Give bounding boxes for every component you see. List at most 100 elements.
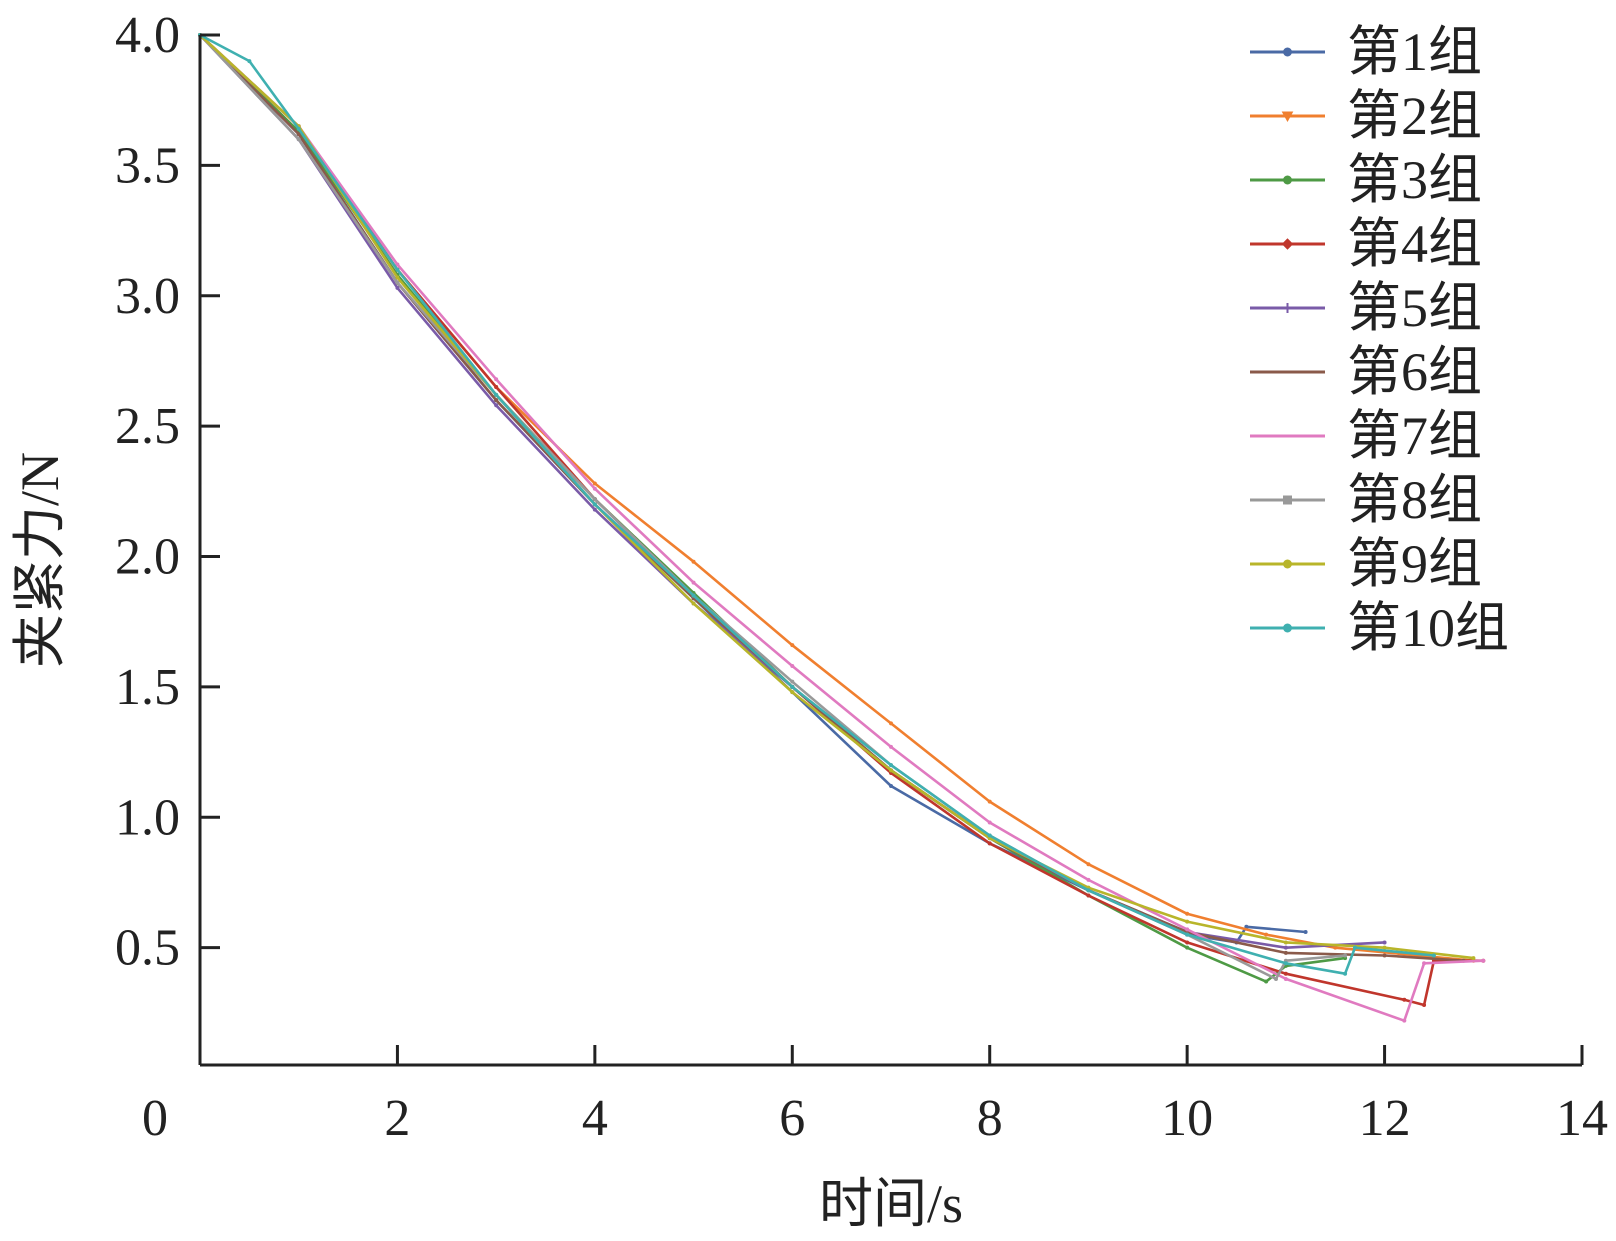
data-point (1422, 961, 1427, 966)
data-point (1283, 950, 1288, 955)
data-point (494, 377, 499, 382)
y-tick-label: 3.5 (115, 137, 180, 194)
legend-label: 第5组 (1347, 278, 1482, 338)
series-line (199, 34, 1484, 1007)
data-point (1481, 958, 1486, 963)
legend-marker (1283, 495, 1292, 505)
data-point (592, 486, 597, 491)
data-point (691, 593, 696, 598)
data-point (494, 385, 499, 390)
data-point (790, 690, 795, 695)
data-point (691, 559, 696, 564)
data-point (395, 280, 400, 285)
y-tick-label: 0.5 (115, 920, 180, 977)
data-point (790, 643, 795, 648)
data-point (494, 392, 499, 397)
data-point (1283, 961, 1288, 966)
data-point (1283, 945, 1288, 950)
x-axis-title: 时间/s (819, 1174, 963, 1234)
legend-label: 第3组 (1347, 150, 1482, 210)
data-point (1283, 971, 1288, 976)
data-point (1283, 976, 1288, 981)
x-tick-label: 8 (977, 1090, 1003, 1147)
data-point (1086, 888, 1091, 893)
data-point (790, 684, 795, 689)
data-point (395, 267, 400, 272)
y-tick-label: 3.0 (115, 268, 180, 325)
y-tick-label: 2.5 (115, 398, 180, 455)
legend-label: 第4组 (1347, 214, 1482, 274)
y-tick-label: 4.0 (115, 7, 180, 64)
x-tick-label: 6 (779, 1090, 805, 1147)
x-tick-label: 12 (1359, 1090, 1411, 1147)
data-point (1264, 979, 1269, 984)
legend-label: 第10组 (1347, 598, 1509, 658)
data-point (1343, 971, 1348, 976)
y-axis-title: 夹紧力/N (10, 452, 70, 668)
ticks: 0 2 4 6 8 10 12 14 0.5 1.0 1.5 2.0 2.5 3.0 3.5 4.0 (115, 7, 1608, 1147)
data-point (691, 580, 696, 585)
data-point (790, 679, 795, 684)
data-point (1402, 1018, 1407, 1023)
data-point (1471, 956, 1476, 961)
data-point (494, 398, 499, 403)
series-line (199, 34, 1385, 949)
data-point (1185, 932, 1190, 937)
legend-label: 第7组 (1347, 406, 1482, 466)
legend-marker (1283, 47, 1292, 57)
series-line (199, 34, 1474, 962)
x-tick-label: 2 (384, 1090, 410, 1147)
data-point (395, 275, 400, 280)
x-tick-label: 0 (142, 1090, 168, 1147)
data-point (592, 481, 597, 486)
data-point (1382, 953, 1387, 958)
series-line (199, 33, 1435, 975)
data-point (1185, 927, 1190, 932)
series-line (199, 34, 1346, 983)
legend-marker (1283, 559, 1292, 569)
data-point (790, 664, 795, 669)
data-point (1086, 877, 1091, 882)
data-point (1382, 940, 1387, 945)
data-point (1422, 1003, 1427, 1008)
data-point (987, 820, 992, 825)
data-point (1431, 953, 1436, 958)
data-point (247, 59, 252, 64)
data-point (1086, 862, 1091, 867)
y-tick-label: 2.0 (115, 529, 180, 586)
data-point (1402, 997, 1407, 1002)
x-tick-label: 10 (1161, 1090, 1213, 1147)
legend-marker (1281, 238, 1294, 250)
data-point (691, 601, 696, 606)
x-tick-label: 4 (582, 1090, 608, 1147)
data-point (1382, 945, 1387, 950)
axes (198, 35, 1582, 1067)
data-point (1343, 953, 1348, 958)
data-point (889, 744, 893, 749)
data-point (1303, 930, 1308, 935)
data-point (1185, 945, 1190, 950)
legend-label: 第1组 (1347, 22, 1482, 82)
data-point (592, 497, 597, 502)
data-point (889, 721, 893, 726)
legend-label: 第2组 (1347, 86, 1482, 146)
data-point (1185, 940, 1190, 945)
data-point (889, 763, 893, 768)
legend-label: 第9组 (1347, 534, 1482, 594)
legend-marker (1281, 111, 1294, 123)
data-point (592, 502, 597, 507)
data-point (592, 507, 597, 512)
data-point (1185, 911, 1190, 916)
x-tick-label: 14 (1556, 1090, 1608, 1147)
legend-label: 第6组 (1347, 342, 1482, 402)
data-point (889, 768, 893, 773)
series-line (199, 34, 1464, 962)
data-point (1086, 893, 1091, 898)
data-point (1244, 924, 1249, 929)
legend-marker (1283, 175, 1292, 185)
data-point (889, 783, 893, 788)
data-point (296, 137, 301, 142)
data-point (1352, 945, 1357, 950)
